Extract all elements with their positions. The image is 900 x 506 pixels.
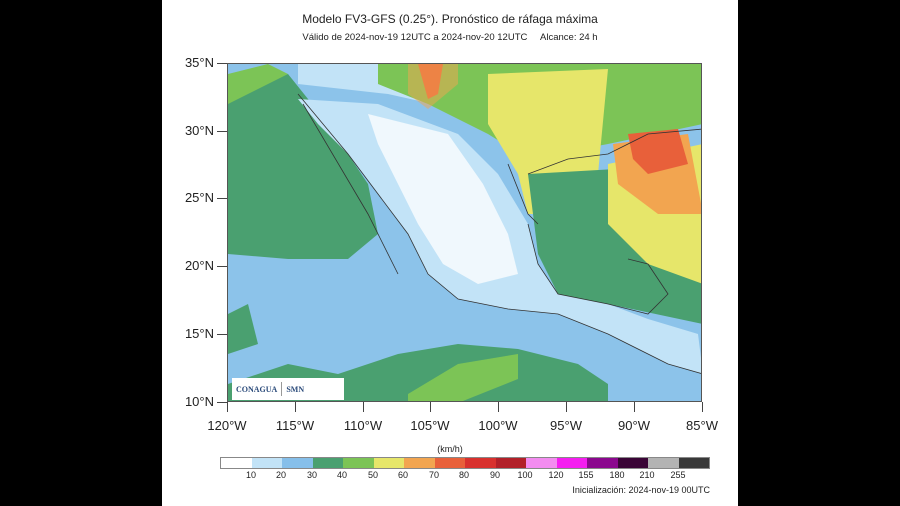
colorbar-label: 180	[609, 470, 625, 480]
y-tick-label: 15°N	[184, 326, 214, 341]
colorbar-label: 90	[489, 470, 500, 480]
colorbar	[220, 457, 710, 469]
x-tick-label: 95°W	[550, 418, 582, 433]
x-tick-label: 115°W	[275, 418, 315, 433]
x-tick-label: 100°W	[478, 418, 518, 433]
x-tick-label: 105°W	[410, 418, 450, 433]
chart-panel: Modelo FV3-GFS (0.25°). Pronóstico de rá…	[162, 0, 738, 506]
map-plot	[227, 63, 702, 402]
colorbar-label: 210	[639, 470, 655, 480]
conagua-logo: CONAGUA	[236, 384, 278, 394]
colorbar-label: 40	[336, 470, 347, 480]
colorbar-label: 60	[397, 470, 408, 480]
y-tick-label: 30°N	[184, 123, 214, 138]
colorbar-label: 50	[367, 470, 378, 480]
logos: CONAGUA SMN	[232, 378, 344, 400]
x-tick-label: 85°W	[686, 418, 718, 433]
y-tick-label: 35°N	[184, 55, 214, 70]
colorbar-label: 10	[245, 470, 256, 480]
x-tick-label: 110°W	[343, 418, 383, 433]
colorbar-label: 70	[428, 470, 439, 480]
y-tick-label: 10°N	[184, 394, 214, 409]
colorbar-units: (km/h)	[437, 444, 463, 454]
smn-logo: SMN	[286, 384, 305, 394]
y-tick-label: 25°N	[184, 190, 214, 205]
chart-title: Modelo FV3-GFS (0.25°). Pronóstico de rá…	[302, 12, 598, 26]
chart-subtitle: Válido de 2024-nov-19 12UTC a 2024-nov-2…	[302, 32, 598, 43]
x-tick-label: 90°W	[618, 418, 650, 433]
x-tick-label: 120°W	[207, 418, 247, 433]
colorbar-label: 100	[517, 470, 533, 480]
colorbar-label: 120	[548, 470, 564, 480]
colorbar-label: 30	[306, 470, 317, 480]
colorbar-label: 255	[670, 470, 686, 480]
colorbar-label: 80	[458, 470, 469, 480]
initialization-text: Inicialización: 2024-nov-19 00UTC	[572, 485, 710, 495]
y-tick-label: 20°N	[184, 258, 214, 273]
colorbar-label: 155	[578, 470, 594, 480]
colorbar-label: 20	[275, 470, 286, 480]
wind-gust-map	[228, 64, 701, 401]
